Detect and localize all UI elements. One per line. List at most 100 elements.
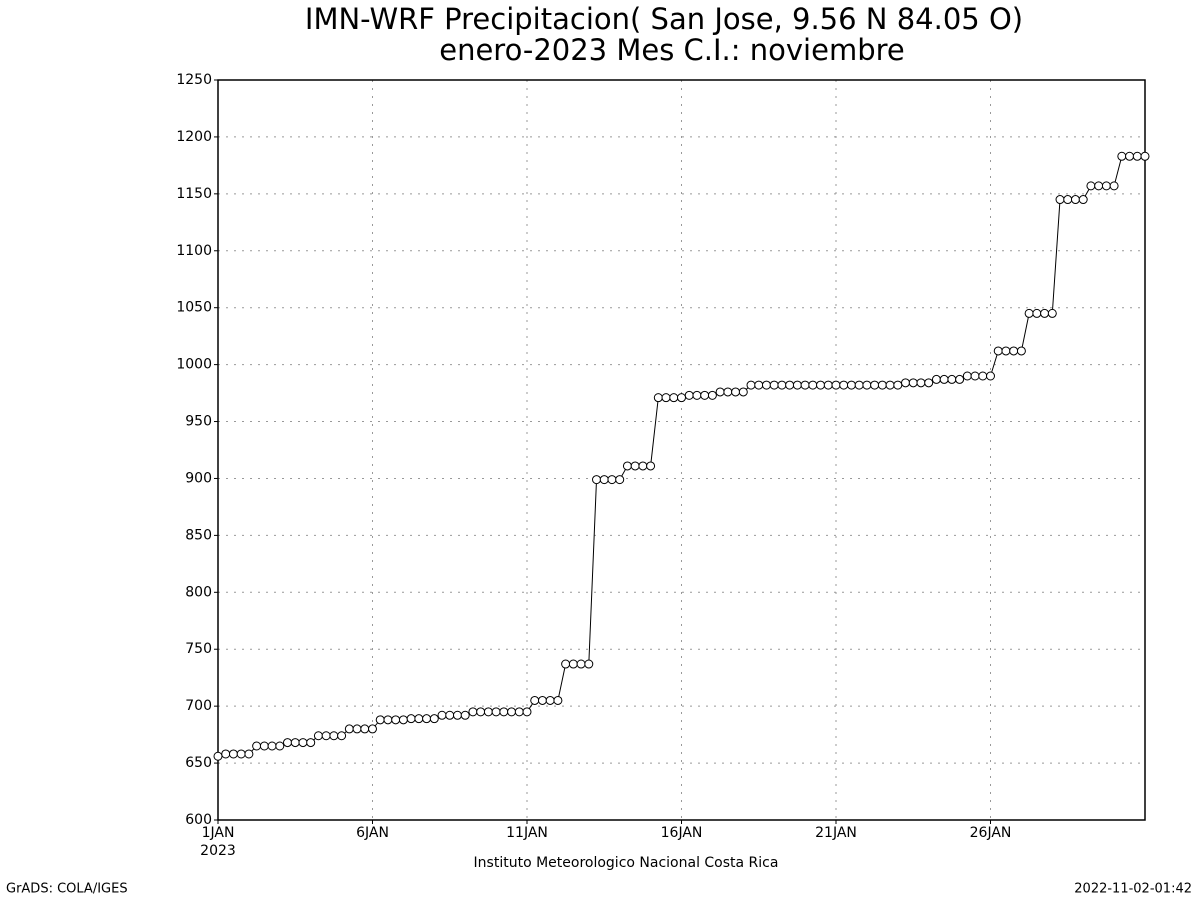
data-point (792, 380, 802, 390)
y-tick-label: 650 (185, 755, 212, 771)
data-point (275, 741, 285, 751)
data-point (939, 374, 949, 384)
data-point (962, 371, 972, 381)
data-point (677, 393, 686, 403)
data-point (723, 387, 733, 397)
data-point (738, 387, 748, 397)
data-point (901, 378, 911, 388)
x-tick-label: 16JAN (661, 825, 703, 841)
data-point (615, 475, 625, 485)
data-point (1086, 181, 1096, 191)
data-point (908, 378, 918, 388)
data-point (715, 387, 725, 397)
data-point (622, 461, 632, 471)
data-point (870, 380, 880, 390)
data-point (360, 724, 370, 734)
data-point (785, 380, 795, 390)
data-point (437, 710, 447, 720)
data-point (854, 380, 864, 390)
data-point (414, 714, 424, 724)
data-point (244, 749, 254, 759)
data-point (1117, 151, 1127, 161)
data-point (761, 380, 771, 390)
data-point (344, 724, 354, 734)
y-tick-label: 800 (185, 584, 212, 600)
data-point (329, 731, 339, 741)
data-point (1024, 308, 1034, 318)
data-point (970, 371, 980, 381)
data-point (924, 378, 934, 388)
data-point (352, 724, 362, 734)
data-point (607, 475, 617, 485)
data-point (599, 475, 609, 485)
data-point (816, 380, 826, 390)
data-point (893, 380, 903, 390)
data-point (1109, 181, 1119, 191)
y-tick-label: 850 (185, 527, 212, 543)
data-point (398, 715, 408, 725)
data-point (700, 390, 710, 400)
data-point (267, 741, 277, 751)
data-point (1101, 181, 1111, 191)
data-point (978, 371, 988, 381)
data-point (429, 714, 439, 724)
data-point (514, 707, 524, 717)
x-tick-year: 2023 (200, 843, 236, 859)
data-point (669, 393, 679, 403)
y-tick-label: 600 (185, 812, 212, 828)
data-point (561, 659, 571, 669)
data-point (422, 714, 432, 724)
data-point (646, 461, 656, 471)
data-point (1009, 346, 1019, 356)
data-point (522, 707, 532, 717)
footer-right: 2022-11-02-01:42 (1074, 882, 1192, 897)
data-point (252, 741, 262, 751)
data-point (537, 695, 547, 705)
data-point (955, 374, 965, 384)
data-point (684, 390, 694, 400)
data-point (584, 659, 594, 669)
y-tick-label: 700 (185, 698, 212, 714)
data-point (993, 346, 1003, 356)
data-point (800, 380, 810, 390)
data-point (916, 378, 926, 388)
data-point (877, 380, 887, 390)
data-point (630, 461, 640, 471)
data-point (476, 707, 486, 717)
data-point (1070, 195, 1080, 205)
data-point (545, 695, 555, 705)
data-point (460, 710, 470, 720)
data-point (391, 715, 401, 725)
data-point (754, 380, 764, 390)
data-point (283, 738, 293, 748)
data-point (707, 390, 717, 400)
data-point (839, 380, 849, 390)
x-tick-label: 21JAN (815, 825, 857, 841)
data-point (885, 380, 895, 390)
data-point (576, 659, 586, 669)
data-point (406, 714, 416, 724)
data-point (368, 724, 377, 734)
data-point (313, 731, 323, 741)
y-tick-label: 950 (185, 414, 212, 430)
footer-left: GrADS: COLA/IGES (6, 882, 128, 897)
data-point (290, 738, 300, 748)
data-point (1125, 151, 1135, 161)
data-point (1001, 346, 1011, 356)
y-tick-label: 750 (185, 641, 212, 657)
data-point (213, 751, 223, 761)
y-tick-label: 1000 (176, 357, 212, 373)
data-point (862, 380, 872, 390)
data-point (1140, 151, 1150, 161)
y-tick-label: 1050 (176, 300, 212, 316)
x-axis-label: Instituto Meteorologico Nacional Costa R… (474, 855, 779, 871)
data-point (661, 393, 671, 403)
data-point (746, 380, 756, 390)
x-tick-label: 6JAN (356, 825, 389, 841)
data-point (321, 731, 331, 741)
y-tick-label: 1250 (176, 72, 212, 88)
data-point (653, 393, 663, 403)
data-point (483, 707, 493, 717)
data-point (468, 707, 478, 717)
